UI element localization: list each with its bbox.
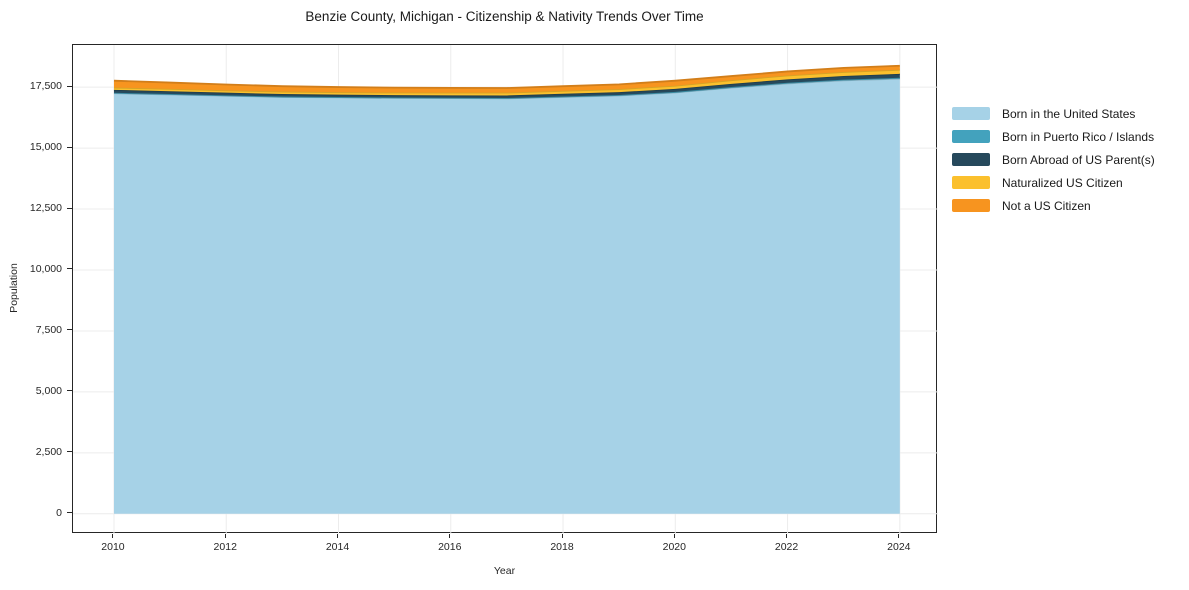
- legend-swatch-icon: [952, 153, 990, 166]
- y-tick: [67, 85, 72, 87]
- legend-label: Not a US Citizen: [1002, 198, 1091, 213]
- legend-item: Born in Puerto Rico / Islands: [952, 129, 1155, 144]
- x-tick-label: 2014: [325, 541, 350, 553]
- y-tick-label: 10,000: [29, 262, 62, 275]
- x-tick: [786, 534, 788, 538]
- y-tick-label: 12,500: [29, 202, 62, 215]
- y-tick: [67, 268, 72, 270]
- x-tick-label: 2024: [887, 541, 911, 553]
- legend-item: Not a US Citizen: [952, 198, 1155, 213]
- y-tick-label: 7,500: [35, 323, 62, 336]
- y-tick: [67, 207, 72, 209]
- legend-swatch-icon: [952, 176, 990, 189]
- legend: Born in the United States Born in Puerto …: [952, 107, 1155, 222]
- y-axis-label: Population: [8, 263, 20, 313]
- x-tick: [898, 534, 900, 538]
- legend-label: Born in Puerto Rico / Islands: [1002, 129, 1155, 144]
- legend-swatch-icon: [952, 130, 990, 143]
- y-tick: [67, 451, 72, 453]
- x-tick-label: 2016: [438, 541, 462, 553]
- y-tick: [67, 146, 72, 148]
- y-tick: [67, 329, 72, 331]
- x-tick-label: 2022: [774, 541, 799, 553]
- legend-swatch-icon: [952, 107, 990, 120]
- legend-label: Naturalized US Citizen: [1002, 175, 1123, 190]
- y-tick: [67, 390, 72, 392]
- x-tick: [561, 534, 563, 538]
- area-5: [113, 65, 900, 93]
- area-edge-5: [113, 64, 900, 89]
- y-tick-label: 5,000: [35, 384, 62, 397]
- legend-item: Born Abroad of US Parent(s): [952, 152, 1155, 167]
- area-1: [113, 78, 900, 514]
- y-tick: [67, 512, 72, 514]
- chart-title: Benzie County, Michigan - Citizenship & …: [305, 9, 704, 24]
- y-tick-label: 0: [56, 506, 62, 519]
- area-4: [113, 69, 900, 96]
- y-tick-label: 2,500: [35, 445, 62, 458]
- legend-swatch-icon: [952, 199, 990, 212]
- area-3: [113, 73, 900, 99]
- x-tick-label: 2018: [550, 541, 574, 553]
- y-tick-label: 17,500: [29, 80, 62, 93]
- x-axis-label: Year: [493, 565, 516, 577]
- x-tick-label: 2020: [662, 541, 686, 553]
- x-tick-label: 2012: [213, 541, 237, 553]
- x-tick: [112, 534, 114, 538]
- legend-item: Born in the United States: [952, 106, 1155, 121]
- x-tick: [224, 534, 226, 538]
- x-tick: [337, 534, 338, 538]
- legend-item: Naturalized US Citizen: [952, 175, 1155, 190]
- x-tick: [449, 534, 451, 538]
- x-tick-label: 2010: [101, 541, 125, 553]
- stacked-area-chart: [73, 45, 938, 534]
- legend-label: Born in the United States: [1002, 106, 1136, 121]
- y-tick-label: 15,000: [29, 141, 62, 154]
- plot-area: [72, 44, 938, 534]
- legend-label: Born Abroad of US Parent(s): [1002, 152, 1155, 167]
- x-tick: [673, 534, 675, 538]
